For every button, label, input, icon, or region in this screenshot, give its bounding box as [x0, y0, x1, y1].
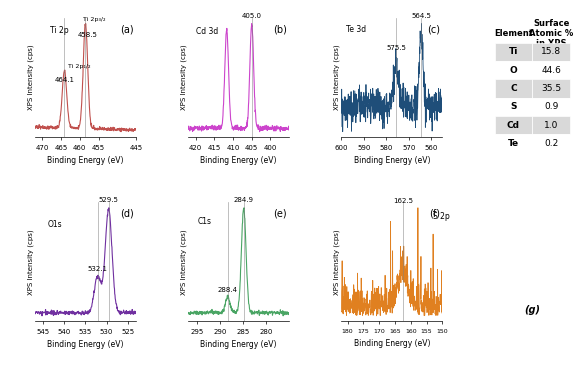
Text: C1s: C1s — [197, 217, 211, 226]
Text: S 2p: S 2p — [433, 212, 450, 220]
Text: Ti 2p: Ti 2p — [50, 26, 69, 35]
Text: (g): (g) — [524, 305, 541, 315]
Text: 458.5: 458.5 — [77, 32, 97, 38]
Text: (f): (f) — [430, 208, 441, 218]
Text: (c): (c) — [427, 24, 441, 34]
Text: 464.1: 464.1 — [55, 77, 74, 82]
Y-axis label: XPS Intensity (cps): XPS Intensity (cps) — [27, 229, 34, 295]
Text: Ti 2p₃/₂: Ti 2p₃/₂ — [83, 18, 105, 22]
X-axis label: Binding Energy (eV): Binding Energy (eV) — [200, 341, 277, 349]
Y-axis label: XPS Intensity (cps): XPS Intensity (cps) — [180, 45, 187, 111]
Text: 162.5: 162.5 — [393, 199, 413, 204]
X-axis label: Binding Energy (eV): Binding Energy (eV) — [354, 339, 430, 349]
X-axis label: Binding Energy (eV): Binding Energy (eV) — [47, 156, 124, 165]
Text: Cd 3d: Cd 3d — [196, 27, 218, 36]
Text: O1s: O1s — [48, 220, 62, 230]
Text: 564.5: 564.5 — [411, 14, 431, 19]
Text: (a): (a) — [120, 24, 134, 34]
X-axis label: Binding Energy (eV): Binding Energy (eV) — [354, 156, 430, 165]
Text: (b): (b) — [274, 24, 287, 34]
Text: 575.5: 575.5 — [386, 45, 406, 51]
Text: 529.5: 529.5 — [99, 197, 119, 203]
Y-axis label: XPS Intensity (cps): XPS Intensity (cps) — [27, 45, 34, 111]
Y-axis label: XPS Intensity (cps): XPS Intensity (cps) — [333, 45, 340, 111]
Text: 284.9: 284.9 — [234, 197, 254, 203]
Text: Ti 2p₁/₂: Ti 2p₁/₂ — [68, 64, 90, 69]
Text: 532.1: 532.1 — [88, 266, 108, 272]
Text: 288.4: 288.4 — [218, 287, 237, 293]
X-axis label: Binding Energy (eV): Binding Energy (eV) — [200, 156, 277, 165]
Y-axis label: XPS Intensity (cps): XPS Intensity (cps) — [333, 229, 340, 295]
Text: 405.0: 405.0 — [242, 13, 262, 19]
Text: Te 3d: Te 3d — [346, 25, 366, 34]
X-axis label: Binding Energy (eV): Binding Energy (eV) — [47, 341, 124, 349]
Y-axis label: XPS Intensity (cps): XPS Intensity (cps) — [180, 229, 187, 295]
Text: (e): (e) — [274, 208, 287, 218]
Text: (d): (d) — [120, 208, 134, 218]
